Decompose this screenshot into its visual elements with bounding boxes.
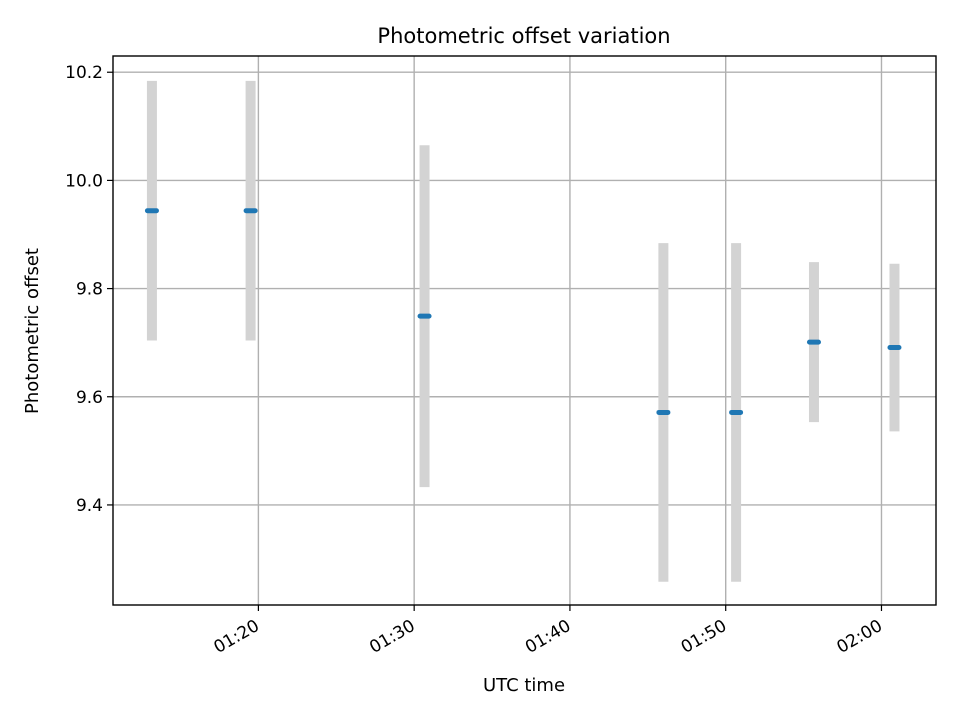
y-tick-label: 10.0 [65,171,103,191]
x-tick-label: 01:50 [678,616,730,658]
x-tick-label: 01:20 [210,616,262,658]
y-tick-label: 10.2 [65,63,103,83]
axis-ticks: 01:20 01:30 01:40 01:50 02:00 9.4 9.6 9.8 10.0 10… [65,63,886,658]
x-tick-label: 02:00 [834,616,886,658]
y-tick-label: 9.8 [76,280,103,300]
grid [113,56,936,605]
x-tick-label: 01:30 [366,616,418,658]
x-tick-label: 01:40 [522,616,574,658]
error-bars [146,80,900,582]
chart-title: Photometric offset variation [377,24,670,48]
plot-frame [112,55,937,606]
y-axis-label: Photometric offset [22,248,43,414]
data-points [144,208,902,415]
y-tick-label: 9.4 [76,496,103,516]
x-axis-label: UTC time [483,675,565,696]
y-tick-label: 9.6 [76,388,103,408]
